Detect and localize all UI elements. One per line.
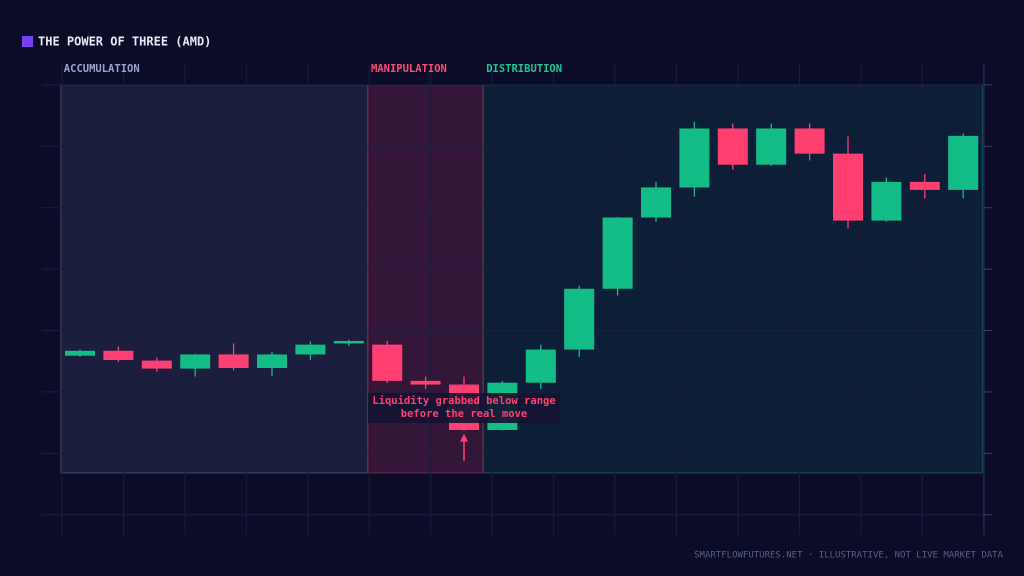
zone-label: MANIPULATION [371, 63, 447, 75]
candle-body [372, 344, 403, 381]
title-swatch [22, 36, 33, 47]
candle-body [948, 135, 979, 190]
annotation-text: before the real move [401, 408, 527, 420]
candle-body [602, 217, 633, 289]
candle-body [756, 128, 787, 165]
zone-band [60, 84, 369, 474]
candle-body [218, 354, 249, 368]
candle-body [333, 340, 364, 344]
candle-body [717, 128, 748, 165]
candle-body [641, 187, 671, 218]
chart-title: THE POWER OF THREE (AMD) [38, 35, 211, 49]
candle-body [410, 380, 441, 385]
candle-body [794, 128, 825, 154]
footer: SMARTFLOWFUTURES.NET · ILLUSTRATIVE, NOT… [694, 551, 1003, 561]
candle-body [141, 360, 172, 369]
candle-body [295, 344, 326, 355]
candle-body [103, 350, 134, 360]
annotation-text: Liquidity grabbed below range [372, 395, 555, 407]
candle-body [833, 153, 863, 221]
candle-body [65, 350, 95, 356]
candle-body [679, 128, 710, 188]
zone-label: ACCUMULATION [64, 63, 140, 75]
annotation-box [368, 393, 560, 423]
annotation-arrowhead [460, 433, 468, 442]
candle-body [564, 288, 595, 350]
candle-body [525, 349, 556, 383]
candle-body [871, 181, 902, 221]
candle-body [180, 354, 211, 369]
candle-body [909, 181, 940, 190]
candle-body [257, 354, 287, 368]
zone-label: DISTRIBUTION [486, 63, 562, 75]
